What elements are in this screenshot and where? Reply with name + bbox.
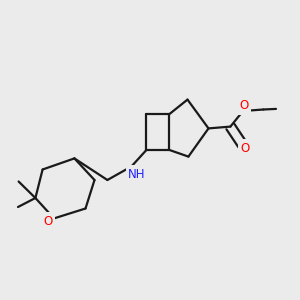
- Text: O: O: [44, 215, 52, 228]
- Text: O: O: [239, 99, 248, 112]
- Text: O: O: [240, 142, 249, 155]
- Text: NH: NH: [128, 167, 146, 181]
